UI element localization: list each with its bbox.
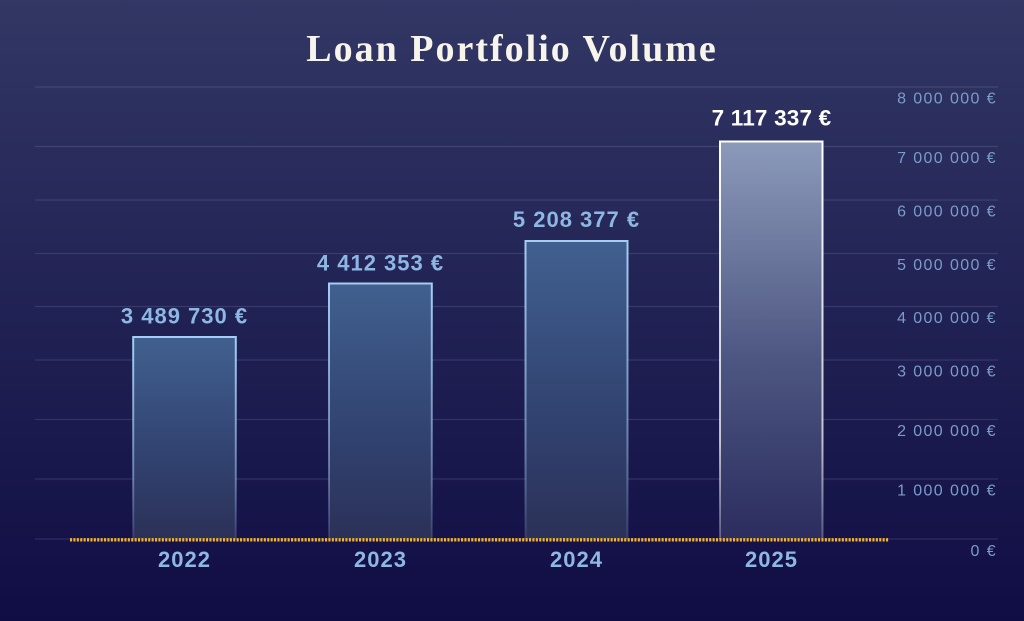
svg-text:4 000 000 €: 4 000 000 € [897,310,997,327]
svg-text:3 000 000 €: 3 000 000 € [897,364,997,381]
svg-text:0 €: 0 € [971,543,997,560]
svg-text:5 208 377 €: 5 208 377 € [513,207,640,232]
svg-text:6 000 000 €: 6 000 000 € [897,204,997,221]
svg-text:2 000 000 €: 2 000 000 € [897,423,997,440]
svg-text:5 000 000 €: 5 000 000 € [897,257,997,274]
svg-text:7 000 000 €: 7 000 000 € [897,150,997,167]
svg-text:7 117 337 €: 7 117 337 € [712,106,832,131]
svg-text:Loan Portfolio Volume: Loan Portfolio Volume [306,28,717,70]
svg-text:8 000 000 €: 8 000 000 € [897,91,997,108]
svg-text:3 489 730 €: 3 489 730 € [121,304,248,329]
svg-text:2024: 2024 [550,547,603,572]
svg-text:2022: 2022 [158,547,211,572]
svg-text:2023: 2023 [354,547,407,572]
svg-text:2025: 2025 [745,547,798,572]
svg-text:1 000 000 €: 1 000 000 € [897,483,997,500]
svg-text:4 412 353 €: 4 412 353 € [317,251,444,276]
